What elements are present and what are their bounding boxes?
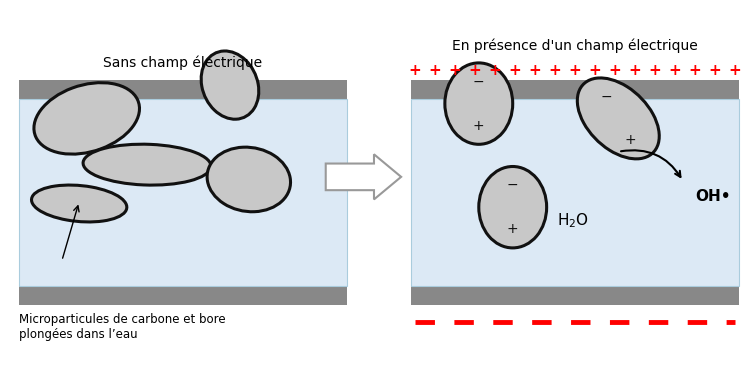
Text: +: + — [648, 63, 661, 78]
Bar — [411, 80, 739, 99]
Text: +: + — [489, 63, 501, 78]
Text: −: − — [601, 90, 612, 104]
Text: +: + — [409, 63, 421, 78]
Text: H$_2$O: H$_2$O — [557, 211, 589, 229]
Ellipse shape — [445, 63, 513, 144]
Text: −: − — [473, 75, 485, 89]
Text: Microparticules de carbone et bore
plongées dans l’eau: Microparticules de carbone et bore plong… — [19, 313, 225, 341]
Text: +: + — [624, 133, 636, 147]
Bar — [411, 99, 739, 286]
Text: +: + — [428, 63, 441, 78]
Text: +: + — [548, 63, 561, 78]
Text: +: + — [589, 63, 602, 78]
Ellipse shape — [578, 78, 659, 159]
Text: +: + — [608, 63, 621, 78]
Ellipse shape — [83, 144, 211, 185]
Text: Sans champ électrique: Sans champ électrique — [103, 56, 262, 70]
Text: +: + — [508, 63, 521, 78]
Text: OH•: OH• — [695, 189, 731, 204]
Text: +: + — [569, 63, 581, 78]
Bar — [19, 99, 347, 286]
Text: +: + — [688, 63, 701, 78]
Bar — [19, 286, 347, 305]
Text: +: + — [449, 63, 461, 78]
Text: En présence d'un champ électrique: En présence d'un champ électrique — [452, 38, 697, 53]
Bar — [411, 99, 739, 286]
Text: +: + — [669, 63, 682, 78]
Ellipse shape — [34, 83, 139, 154]
Text: +: + — [507, 222, 519, 236]
Text: +: + — [629, 63, 642, 78]
Polygon shape — [326, 154, 401, 199]
Bar — [19, 99, 347, 286]
Text: −: − — [507, 178, 519, 192]
Ellipse shape — [207, 147, 290, 212]
Text: +: + — [529, 63, 541, 78]
Text: +: + — [709, 63, 722, 78]
Ellipse shape — [32, 185, 127, 222]
Bar — [411, 286, 739, 305]
Ellipse shape — [201, 51, 259, 119]
Text: +: + — [729, 63, 741, 78]
Text: +: + — [468, 63, 481, 78]
Ellipse shape — [479, 166, 547, 248]
Bar — [19, 80, 347, 99]
Text: +: + — [473, 118, 485, 132]
